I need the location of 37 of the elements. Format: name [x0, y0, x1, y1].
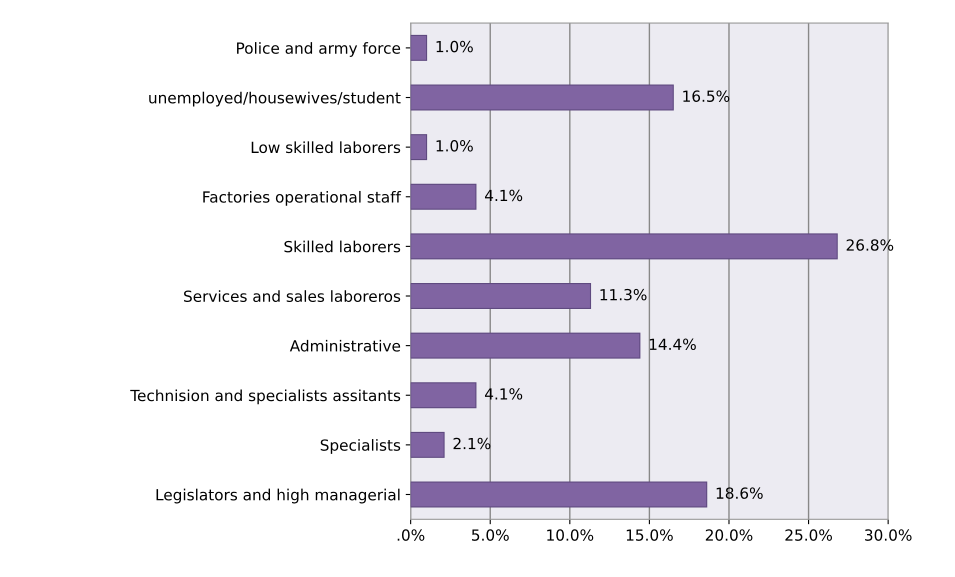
data-label: 4.1% — [484, 388, 522, 400]
data-label: 1.0% — [436, 40, 473, 52]
data-label: 18.6% — [716, 487, 763, 499]
y-tick-label: Skilled laborers — [284, 240, 400, 252]
y-tick-label: unemployed/housewives/student — [149, 92, 401, 106]
data-label: 1.0% — [436, 140, 473, 152]
bar — [410, 382, 476, 408]
x-tick-label: 10.0% — [547, 529, 594, 541]
x-tick-label: .0% — [398, 529, 424, 541]
bar — [410, 482, 708, 508]
bar — [410, 332, 640, 359]
bar — [410, 184, 476, 210]
x-tick-label: 5.0% — [472, 529, 509, 541]
data-label: 26.8% — [846, 239, 894, 251]
y-tick-label: Services and sales laboreros — [184, 290, 400, 302]
x-tick-label: 30.0% — [865, 529, 912, 541]
bar — [410, 134, 428, 160]
y-tick-label: Legislators and high managerial — [156, 488, 400, 504]
y-tick-label: Police and army force — [237, 42, 400, 57]
y-tick-label: Specialists — [320, 439, 400, 454]
data-label: 16.5% — [683, 90, 730, 102]
y-tick-label: Low skilled laborers — [252, 141, 400, 154]
bar — [410, 233, 838, 260]
y-tick-label: Administrative — [290, 340, 400, 352]
x-tick-label: 15.0% — [626, 529, 673, 541]
bar — [410, 283, 592, 309]
data-label: 11.3% — [600, 288, 647, 300]
bar — [410, 34, 428, 61]
data-label: 14.4% — [650, 338, 696, 350]
y-tick-label: Factories operational staff — [203, 190, 402, 206]
y-tick-label: Technision and specialists assitants — [130, 389, 400, 404]
bar — [410, 84, 674, 110]
data-label: 4.1% — [484, 190, 522, 202]
bar — [410, 432, 445, 458]
data-label: 2.1% — [454, 438, 490, 450]
x-tick-label: 25.0% — [785, 529, 832, 541]
x-tick-label: 20.0% — [706, 529, 752, 541]
